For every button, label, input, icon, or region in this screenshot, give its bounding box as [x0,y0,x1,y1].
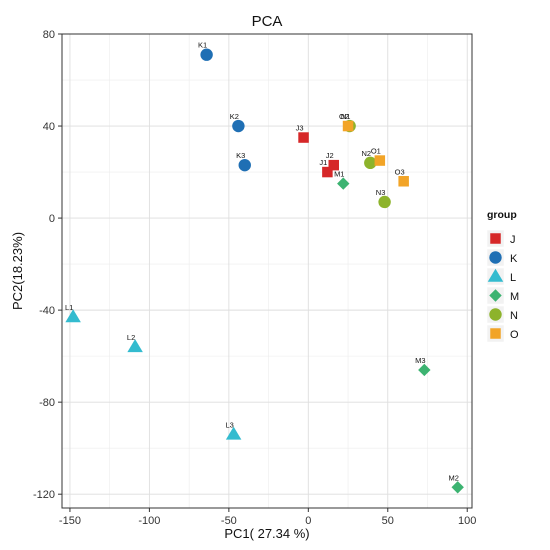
data-point-m2 [451,481,464,494]
plot-panel [61,33,473,509]
legend-key-o [490,328,501,339]
x-tick-label: -150 [59,515,81,527]
legend-label-m: M [510,291,519,303]
data-point-n3 [378,195,391,209]
x-tick-label: 50 [382,515,394,527]
point-label-l3: L3 [225,420,233,429]
point-label-j3: J3 [296,124,304,133]
x-tick-label: 100 [458,515,476,527]
point-label-n2: N2 [361,149,371,158]
data-point-l1 [65,309,81,323]
point-label-m3: M3 [415,356,425,365]
legend-label-j: J [510,234,516,246]
y-tick-label: -40 [39,305,55,317]
x-axis-title: PC1( 27.34 %) [224,526,309,541]
x-tick-label: -50 [221,515,237,527]
point-label-o2: O2 [339,112,349,121]
chart-title: PCA [252,13,283,30]
x-tick-label: 0 [305,515,311,527]
legend-title: group [487,209,517,221]
point-label-k1: K1 [198,41,207,50]
data-point-o1 [374,155,386,166]
y-axis-title: PC2(18.23%) [10,232,25,310]
data-point-m3 [418,363,431,377]
data-point-j3 [298,132,309,143]
legend-label-k: K [510,253,518,265]
data-point-j2 [328,159,339,171]
legend-label-o: O [510,329,519,341]
legend-label-n: N [510,310,518,322]
legend-key-k [489,251,502,264]
data-point-l2 [127,339,143,353]
legend-key-n [489,308,502,321]
data-point-o3 [398,176,409,187]
point-label-j2: J2 [326,151,334,160]
point-label-o3: O3 [395,167,405,176]
legend-label-l: L [510,272,516,284]
grid [62,33,472,508]
x-tick-label: -100 [138,515,160,527]
data-point-m1 [337,177,350,190]
data-points [65,48,464,494]
y-tick-label: 0 [49,213,55,225]
data-point-k3 [238,158,251,172]
y-tick-label: 40 [43,121,55,133]
legend-key-m [489,289,502,302]
y-tick-label: -120 [33,489,55,501]
point-label-k2: K2 [230,112,239,121]
point-label-n3: N3 [376,188,386,197]
data-point-o2 [342,120,354,132]
data-point-l3 [225,426,242,440]
data-point-n2 [364,156,377,170]
point-label-k3: K3 [236,151,245,160]
point-label-l2: L2 [127,333,135,342]
legend-key-j [490,233,501,244]
y-tick-label: -80 [39,397,55,409]
data-point-j1 [322,166,333,178]
data-point-k1 [200,48,213,61]
point-label-o1: O1 [371,147,381,156]
point-label-m2: M2 [448,473,458,482]
point-label-j1: J1 [319,158,327,167]
axes: -150 -100 -50 0 50 100 -120 -80 -40 0 40 80 [33,29,476,527]
legend-key-l [487,268,504,282]
y-tick-label: 80 [43,29,55,41]
point-label-m1: M1 [334,170,344,179]
point-label-l1: L1 [65,303,73,312]
point-label-n1: N1 [341,112,351,121]
data-point-k2 [232,119,245,133]
